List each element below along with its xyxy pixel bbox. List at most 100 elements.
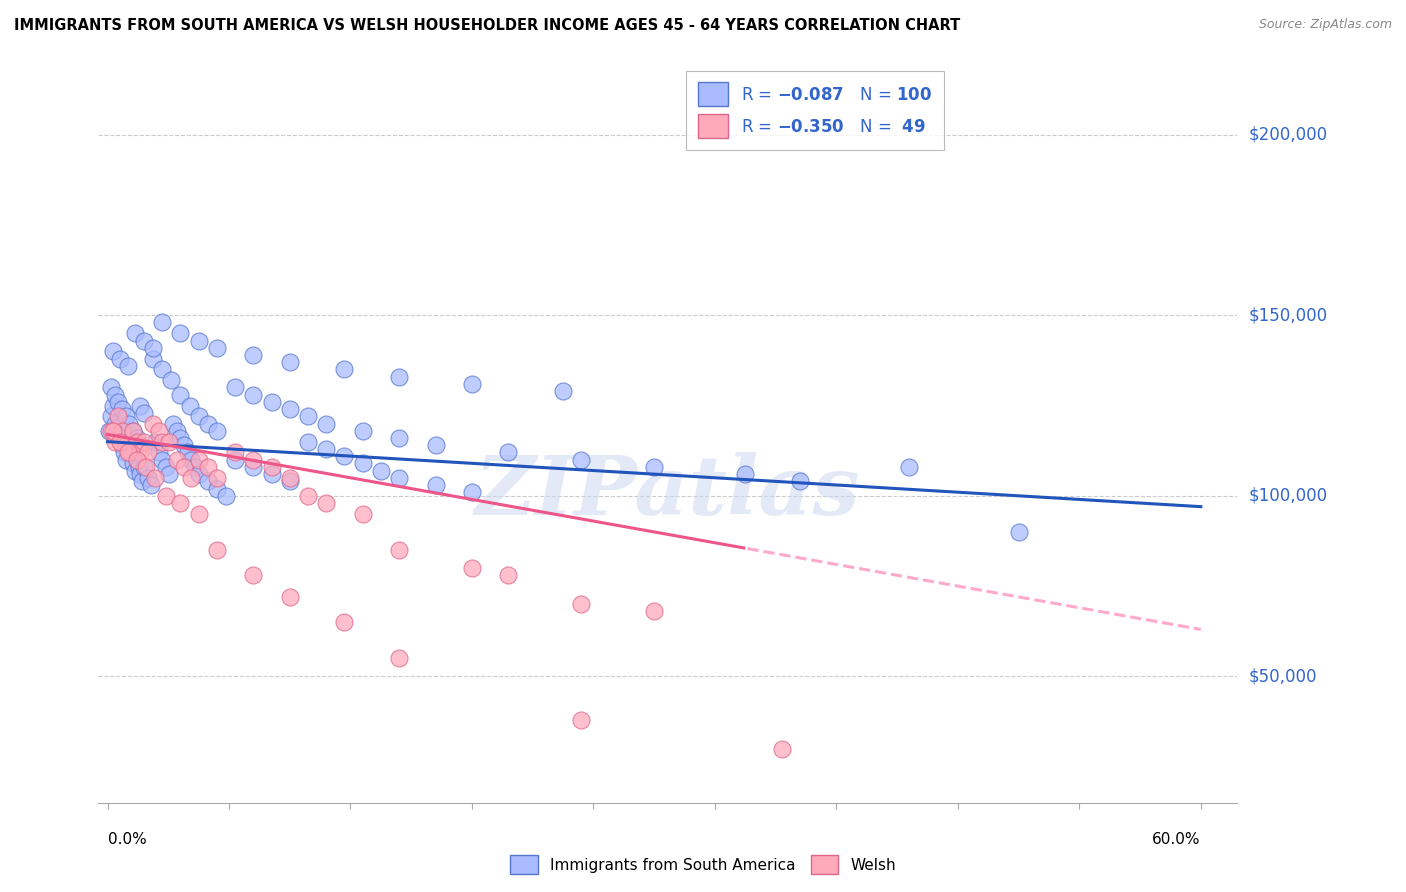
Point — [98, 424, 121, 438]
Point — [315, 496, 337, 510]
Point — [105, 427, 128, 442]
Point — [150, 316, 173, 330]
Point — [315, 417, 337, 431]
Point — [789, 475, 811, 489]
Point — [118, 417, 141, 431]
Text: $150,000: $150,000 — [1249, 306, 1327, 325]
Point — [184, 459, 207, 474]
Point — [114, 409, 136, 424]
Text: IMMIGRANTS FROM SOUTH AMERICA VS WELSH HOUSEHOLDER INCOME AGES 45 - 64 YEARS COR: IMMIGRANTS FROM SOUTH AMERICA VS WELSH H… — [14, 18, 960, 33]
Point — [129, 445, 152, 459]
Point — [125, 452, 148, 467]
Point — [100, 380, 122, 394]
Point — [197, 417, 219, 431]
Point — [177, 445, 200, 459]
Point — [205, 543, 228, 558]
Point — [388, 369, 411, 384]
Point — [166, 424, 188, 438]
Text: $200,000: $200,000 — [1249, 126, 1327, 144]
Point — [388, 471, 411, 485]
Point — [498, 445, 520, 459]
Point — [132, 459, 155, 474]
Point — [142, 341, 165, 355]
Point — [179, 399, 201, 413]
Point — [333, 615, 356, 630]
Point — [333, 449, 356, 463]
Point — [242, 568, 264, 582]
Point — [224, 380, 246, 394]
Point — [111, 424, 134, 438]
Point — [129, 467, 152, 482]
Point — [160, 373, 183, 387]
Point — [169, 387, 191, 401]
Point — [333, 362, 356, 376]
Point — [569, 597, 592, 611]
Point — [122, 424, 145, 438]
Point — [461, 561, 484, 575]
Point — [173, 438, 195, 452]
Point — [114, 438, 136, 452]
Point — [260, 467, 283, 482]
Point — [117, 359, 139, 373]
Point — [278, 471, 301, 485]
Point — [205, 424, 228, 438]
Text: 60.0%: 60.0% — [1153, 831, 1201, 847]
Text: $50,000: $50,000 — [1249, 667, 1317, 685]
Point — [224, 445, 246, 459]
Point — [169, 326, 191, 341]
Point — [148, 424, 170, 438]
Point — [107, 420, 129, 434]
Point — [187, 334, 209, 348]
Point — [148, 445, 170, 459]
Legend: Immigrants from South America, Welsh: Immigrants from South America, Welsh — [503, 849, 903, 880]
Point — [104, 417, 127, 431]
Point — [122, 424, 145, 438]
Point — [352, 507, 374, 521]
Point — [643, 604, 665, 618]
Point — [770, 741, 793, 756]
Point — [132, 406, 155, 420]
Point — [104, 434, 127, 449]
Point — [101, 344, 124, 359]
Point — [197, 459, 219, 474]
Point — [260, 395, 283, 409]
Point — [118, 445, 141, 459]
Point — [352, 456, 374, 470]
Point — [100, 409, 122, 424]
Point — [117, 424, 139, 438]
Point — [278, 590, 301, 604]
Point — [124, 326, 146, 341]
Point — [122, 456, 145, 470]
Point — [1007, 524, 1029, 539]
Point — [132, 334, 155, 348]
Point — [187, 467, 209, 482]
Point — [155, 489, 177, 503]
Point — [388, 543, 411, 558]
Point — [180, 471, 202, 485]
Point — [352, 424, 374, 438]
Point — [141, 478, 163, 492]
Point — [125, 452, 148, 467]
Point — [205, 482, 228, 496]
Point — [370, 464, 392, 478]
Point — [278, 355, 301, 369]
Point — [155, 459, 177, 474]
Point — [131, 475, 153, 489]
Point — [117, 445, 139, 459]
Point — [461, 485, 484, 500]
Point — [425, 438, 447, 452]
Point — [111, 402, 134, 417]
Point — [125, 434, 148, 449]
Point — [187, 409, 209, 424]
Point — [551, 384, 574, 398]
Text: 0.0%: 0.0% — [107, 831, 146, 847]
Point — [129, 399, 152, 413]
Point — [643, 459, 665, 474]
Point — [260, 459, 283, 474]
Point — [242, 452, 264, 467]
Point — [136, 445, 159, 459]
Point — [388, 431, 411, 445]
Point — [101, 399, 124, 413]
Point — [132, 434, 155, 449]
Point — [107, 409, 129, 424]
